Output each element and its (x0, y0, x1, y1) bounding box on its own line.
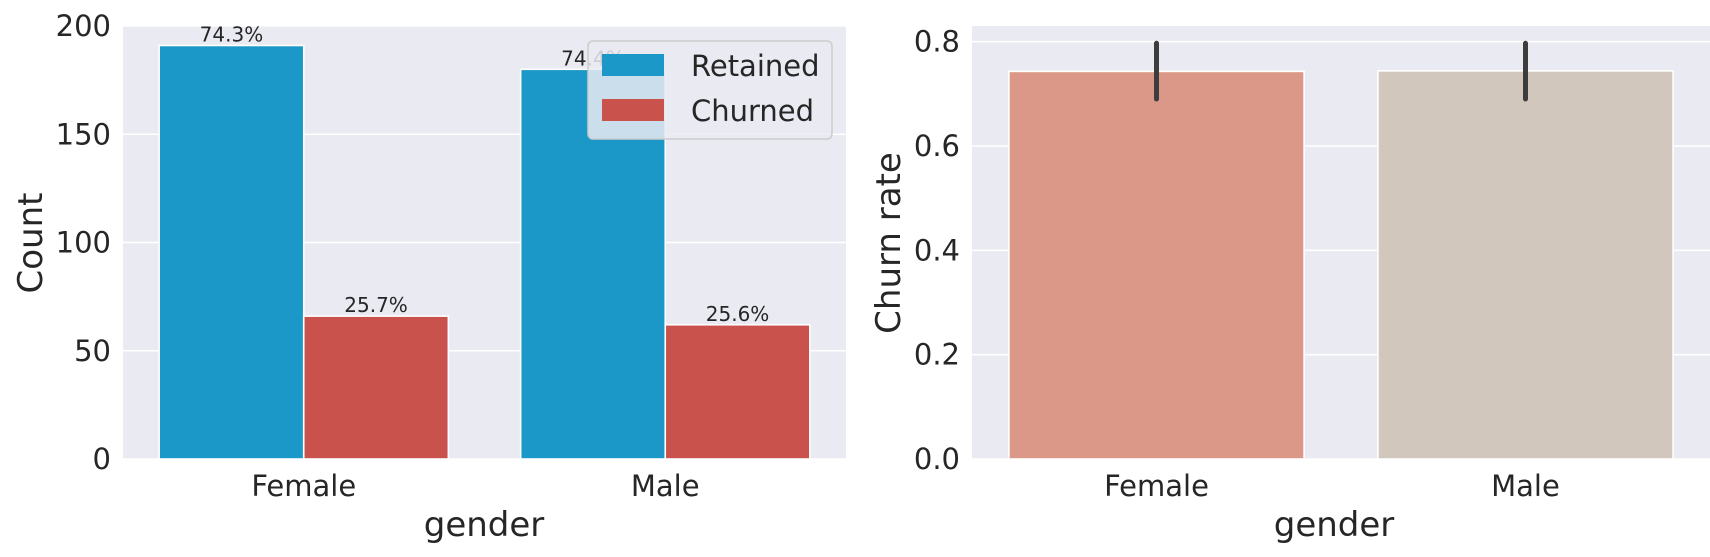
error-bars (1154, 40, 1528, 102)
y-tick-label: 100 (56, 226, 111, 260)
x-tick-labels: Female Male (1104, 469, 1560, 503)
bar-female (1008, 70, 1305, 460)
x-tick-label: Female (251, 469, 356, 503)
legend-swatch-retained (602, 54, 664, 76)
legend-label-churned: Churned (691, 94, 814, 128)
x-tick-labels: Female Male (251, 469, 699, 503)
bar-data-label: 25.6% (706, 302, 770, 326)
y-tick-label: 0.0 (914, 442, 960, 476)
y-tick-labels: 0 50 100 150 200 (56, 9, 111, 476)
legend: Retained Churned (587, 40, 833, 140)
y-tick-label: 50 (74, 334, 111, 368)
x-tick-label: Male (1491, 469, 1560, 503)
bar-data-label: 25.7% (344, 293, 408, 317)
y-tick-label: 0.6 (914, 129, 960, 163)
y-tick-labels: 0.0 0.2 0.4 0.6 0.8 (914, 25, 960, 476)
y-tick-label: 150 (56, 117, 111, 151)
y-axis-label: Churn rate (869, 152, 909, 334)
bar-male (1377, 70, 1674, 460)
x-axis-label: gender (1274, 505, 1395, 545)
x-tick-label: Female (1104, 469, 1209, 503)
y-tick-label: 0 (93, 442, 111, 476)
churn-rate-by-gender-chart: 0.0 0.2 0.4 0.6 0.8 Female Male gender Churn … (869, 25, 1710, 545)
y-tick-label: 0.4 (914, 233, 960, 267)
bars (158, 44, 811, 460)
y-tick-label: 0.2 (914, 338, 960, 372)
y-axis-label: Count (11, 193, 51, 294)
legend-label-retained: Retained (691, 49, 820, 83)
y-tick-label: 0.8 (914, 25, 960, 59)
bar-retained-female (158, 44, 305, 460)
bars (1008, 70, 1674, 460)
x-axis-label: gender (424, 505, 545, 545)
y-tick-label: 200 (56, 9, 111, 43)
legend-swatch-churned (602, 99, 664, 121)
bar-churned-male (664, 323, 811, 460)
x-tick-label: Male (631, 469, 700, 503)
bar-data-label: 74.3% (200, 22, 264, 46)
bar-churned-female (302, 315, 450, 460)
